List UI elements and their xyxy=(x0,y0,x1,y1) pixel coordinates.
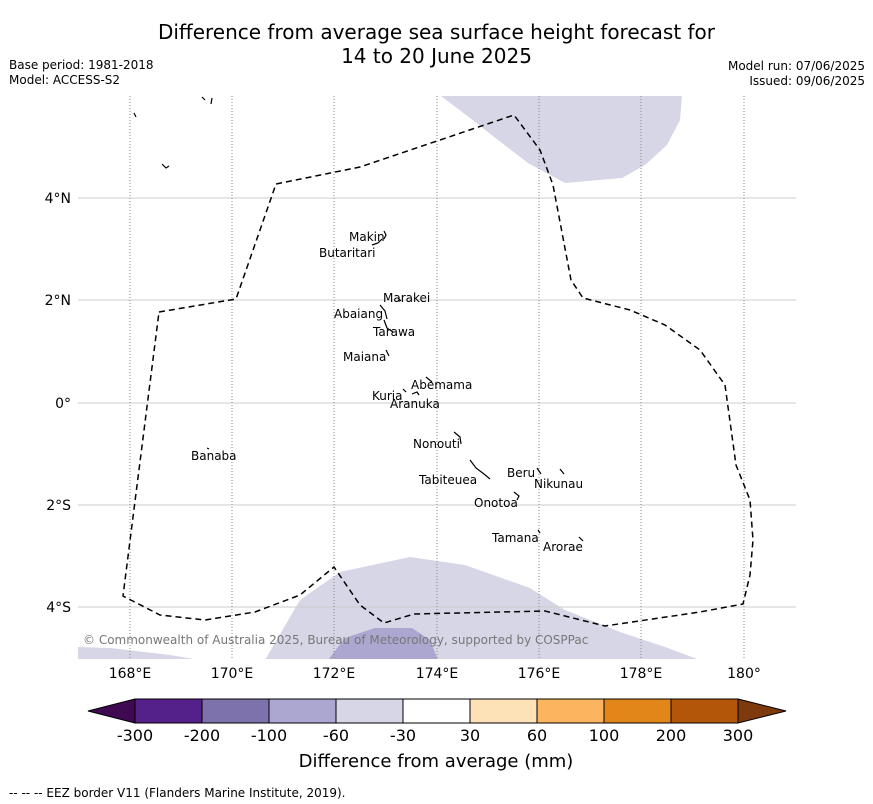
colorbar-extend-low xyxy=(87,698,136,724)
lat-tick-4s: 4°S xyxy=(46,600,71,616)
island-arorae xyxy=(578,536,584,542)
lon-tick-176e: 176°E xyxy=(518,666,561,682)
eez-footnote: -- -- -- EEZ border V11 (Flanders Marine… xyxy=(9,786,346,800)
island-nikunau xyxy=(559,468,565,475)
label-tamana: Tamana xyxy=(491,531,539,545)
island-tabiteuea xyxy=(469,459,491,480)
island-makin xyxy=(383,230,387,240)
colorbar-bin-7 xyxy=(536,698,605,724)
island-northwest-2 xyxy=(201,96,213,105)
meta-left: Base period: 1981-2018 Model: ACCESS-S2 xyxy=(9,58,154,88)
label-beru: Beru xyxy=(507,466,535,480)
meta-right: Model run: 07/06/2025 Issued: 09/06/2025 xyxy=(728,59,865,89)
island-abemama xyxy=(425,376,433,383)
cbar-tick-m200: -200 xyxy=(184,726,220,745)
lon-tick-172e: 172°E xyxy=(313,666,356,682)
anomaly-region-south-core xyxy=(328,628,438,659)
cbar-tick-100: 100 xyxy=(589,726,620,745)
colorbar-bin-5 xyxy=(402,698,471,724)
colorbar-title: Difference from average (mm) xyxy=(299,751,574,772)
colorbar-extend-high xyxy=(737,698,787,724)
lon-tick-174e: 174°E xyxy=(416,666,459,682)
colorbar-tick-labels: -300 -200 -100 -60 -30 30 60 100 200 300 xyxy=(117,726,753,745)
chart-title: Difference from average sea surface heig… xyxy=(0,20,873,68)
label-abemama: Abemama xyxy=(411,378,472,392)
label-arorae: Arorae xyxy=(543,540,583,554)
lon-tick-labels: 168°E 170°E 172°E 174°E 176°E 178°E 180° xyxy=(109,666,761,682)
lon-tick-180: 180° xyxy=(727,666,761,682)
colorbar: -300 -200 -100 -60 -30 30 60 100 200 300… xyxy=(87,698,787,772)
label-butaritari: Butaritari xyxy=(319,246,376,260)
lon-tick-168e: 168°E xyxy=(109,666,152,682)
label-aranuka: Aranuka xyxy=(390,397,440,411)
island-tarawa xyxy=(383,319,394,333)
islands xyxy=(133,96,584,542)
label-makin: Makin xyxy=(349,230,385,244)
label-maiana: Maiana xyxy=(343,350,386,364)
place-labels: Makin Butaritari Marakei Abaiang Tarawa … xyxy=(191,230,583,554)
anomaly-region-south xyxy=(78,557,698,659)
island-maiana xyxy=(385,349,390,357)
cbar-tick-m60: -60 xyxy=(323,726,349,745)
issued-date: Issued: 09/06/2025 xyxy=(749,74,865,88)
colorbar-bin-4 xyxy=(335,698,404,724)
lat-tick-0: 0° xyxy=(55,396,71,412)
cbar-tick-300: 300 xyxy=(723,726,754,745)
colorbar-bin-8 xyxy=(603,698,672,724)
island-nonouti xyxy=(453,431,462,445)
island-tamana xyxy=(537,529,541,534)
title-line-2: 14 to 20 June 2025 xyxy=(341,44,532,68)
label-tabiteuea: Tabiteuea xyxy=(418,473,477,487)
colorbar-bin-6 xyxy=(469,698,538,724)
lon-tick-170e: 170°E xyxy=(211,666,254,682)
island-marakei xyxy=(397,297,402,302)
cbar-tick-60: 60 xyxy=(527,726,547,745)
title-line-1: Difference from average sea surface heig… xyxy=(157,20,716,44)
island-northwest-3 xyxy=(161,163,170,169)
lat-tick-labels: 4°N 2°N 0° 2°S 4°S xyxy=(45,191,72,616)
label-abaiang: Abaiang xyxy=(334,307,383,321)
label-nonouti: Nonouti xyxy=(413,437,460,451)
anomaly-region-north xyxy=(441,96,682,183)
lat-tick-4n: 4°N xyxy=(45,191,71,207)
island-banaba xyxy=(206,447,210,450)
island-northwest-1 xyxy=(133,112,137,118)
cbar-tick-m300: -300 xyxy=(117,726,153,745)
lon-gridlines xyxy=(129,96,745,659)
lon-tick-178e: 178°E xyxy=(620,666,663,682)
label-banaba: Banaba xyxy=(191,449,237,463)
island-butaritari xyxy=(371,238,383,246)
attribution: © Commonwealth of Australia 2025, Bureau… xyxy=(83,633,588,647)
base-period: Base period: 1981-2018 xyxy=(9,58,154,72)
model-name: Model: ACCESS-S2 xyxy=(9,73,121,87)
cbar-tick-m100: -100 xyxy=(251,726,287,745)
map-area: Makin Butaritari Marakei Abaiang Tarawa … xyxy=(78,96,796,659)
label-marakei: Marakei xyxy=(383,291,430,305)
island-aranuka xyxy=(411,391,420,396)
island-beru xyxy=(536,467,542,475)
colorbar-bin-2 xyxy=(201,698,270,724)
colorbar-bin-3 xyxy=(268,698,337,724)
colorbar-bin-9 xyxy=(670,698,739,724)
cbar-tick-200: 200 xyxy=(656,726,687,745)
label-onotoa: Onotoa xyxy=(474,496,518,510)
lat-tick-2n: 2°N xyxy=(45,293,71,309)
colorbar-bin-1 xyxy=(134,698,203,724)
cbar-tick-30: 30 xyxy=(460,726,480,745)
island-onotoa xyxy=(513,491,520,501)
label-nikunau: Nikunau xyxy=(534,477,583,491)
cbar-tick-m30: -30 xyxy=(390,726,416,745)
island-kuria xyxy=(402,388,407,393)
eez-border xyxy=(122,114,754,627)
model-run: Model run: 07/06/2025 xyxy=(727,59,865,73)
island-abaiang xyxy=(379,304,388,320)
label-tarawa: Tarawa xyxy=(372,325,415,339)
label-kuria: Kuria xyxy=(372,389,403,403)
lat-tick-2s: 2°S xyxy=(46,498,71,514)
